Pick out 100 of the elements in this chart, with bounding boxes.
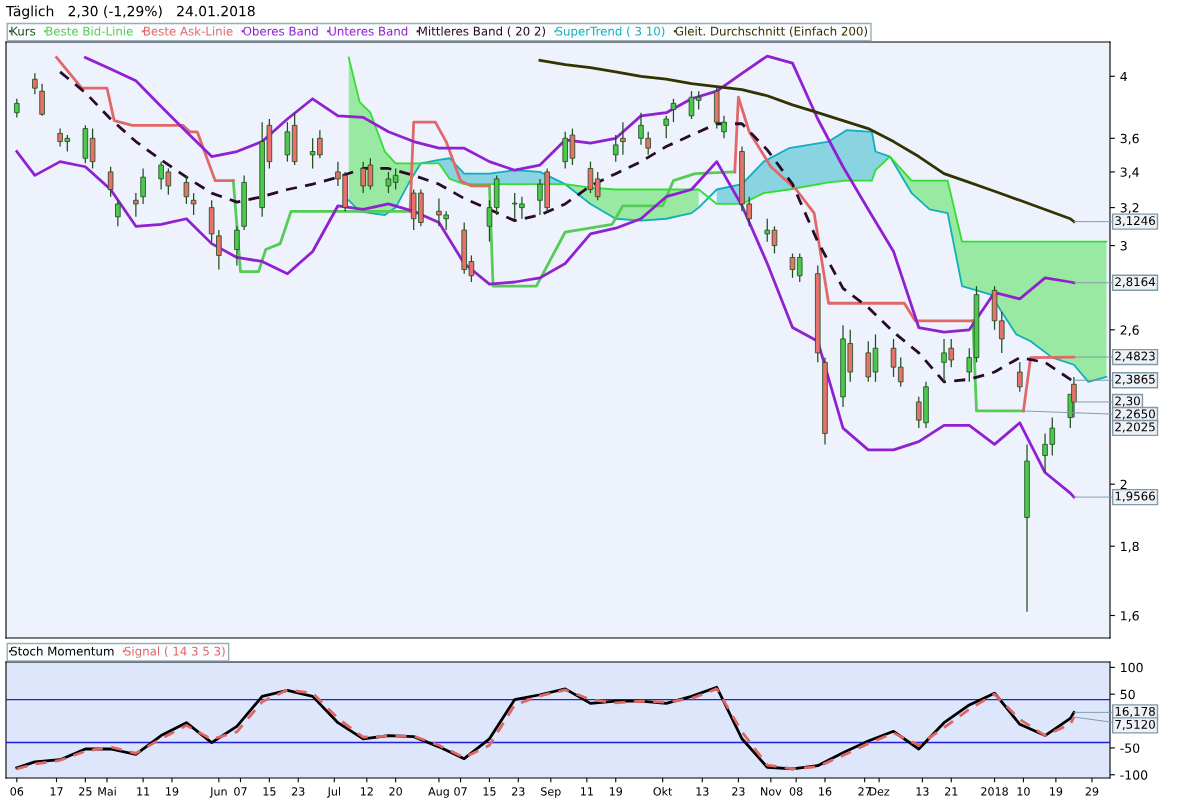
candlestick <box>190 192 197 216</box>
x-tick-label: 23 <box>732 787 745 796</box>
y-tick-label: 3,6 <box>1120 133 1139 145</box>
chart-title: Täglich 2,30 (-1,29%) 24.01.2018 <box>5 5 255 20</box>
x-tick-label: 13 <box>916 787 929 796</box>
x-tick-label: Jul <box>327 787 340 798</box>
y-tick-label: -100 <box>1120 770 1148 780</box>
annotation: 2,8164 <box>1115 277 1156 288</box>
y-tick-label: -50 <box>1120 743 1140 753</box>
x-tick-label: 23 <box>291 787 305 796</box>
legend-label: Unteres Band <box>329 26 408 36</box>
line-series <box>347 56 1108 243</box>
x-tick-label: 19 <box>609 787 623 796</box>
x-tick-label: 19 <box>1050 787 1063 796</box>
y-tick-label: 50 <box>1120 689 1135 700</box>
y-tick-label: 3,2 <box>1120 203 1139 214</box>
candlestick <box>133 192 139 218</box>
x-tick-label: 13 <box>696 787 709 796</box>
y-tick-label: 2,6 <box>1120 325 1139 336</box>
candlestick <box>89 127 96 170</box>
candlestick <box>695 90 702 111</box>
candlestick <box>612 134 619 163</box>
legend-label: Gleit. Durchschnitt (Einfach 200) <box>675 26 868 37</box>
candlestick <box>486 199 493 243</box>
annotation: 2,2650 <box>1115 409 1155 420</box>
legend-label: Beste Bid-Linie <box>46 26 133 36</box>
candlestick <box>670 98 677 123</box>
x-tick-label: 29 <box>1085 787 1099 796</box>
candlestick <box>115 199 121 227</box>
x-tick-label: 27 <box>858 787 871 796</box>
candlestick <box>1071 376 1077 419</box>
line-series <box>347 129 1108 383</box>
x-tick-label: 16 <box>819 787 832 796</box>
legend-label: Stoch Momentum <box>10 646 114 656</box>
line-series <box>15 150 1076 499</box>
candlestick <box>234 225 240 267</box>
annotation: 16,178 <box>1115 706 1155 718</box>
candlestick <box>1017 361 1023 393</box>
y-tick-label: 1,6 <box>1121 610 1139 622</box>
x-tick-label: 08 <box>789 787 803 796</box>
annotation: 2,30 <box>1115 396 1140 407</box>
candlestick <box>14 98 20 119</box>
legend-label: Mittleres Band ( 20 2) <box>418 26 546 37</box>
x-tick-label: 2018 <box>981 787 1008 796</box>
y-tick-label: 3 <box>1120 241 1127 251</box>
y-tick-label: 3,4 <box>1120 167 1139 179</box>
x-tick-label: Mai <box>98 787 116 796</box>
legend-label: Signal ( 14 3 5 3) <box>124 646 225 658</box>
legend-label: SuperTrend ( 3 10) <box>556 26 665 38</box>
candlestick <box>284 121 291 163</box>
candlestick <box>688 90 695 120</box>
x-tick-label: 25 <box>79 787 92 796</box>
candlestick <box>39 83 45 117</box>
candlestick <box>216 229 222 271</box>
annotation: 2,3865 <box>1115 374 1155 385</box>
candlestick <box>385 171 392 194</box>
x-tick-label: 20 <box>389 787 402 796</box>
y-tick-label: 2 <box>1120 479 1127 489</box>
candlestick <box>620 121 626 156</box>
legend-label: Oberes Band <box>243 26 318 36</box>
y-tick-label: 4 <box>1120 71 1127 82</box>
x-tick-label: Dez <box>869 787 890 796</box>
x-tick-label: 15 <box>483 787 496 796</box>
candlestick <box>183 174 190 205</box>
x-tick-label: Jun <box>209 787 227 798</box>
candlestick <box>392 167 399 191</box>
candlestick <box>32 72 38 95</box>
candlestick <box>140 167 146 205</box>
x-tick-label: 12 <box>360 787 373 796</box>
x-tick-label: 11 <box>581 787 593 796</box>
annotation: 7,5120 <box>1115 719 1155 731</box>
annotation: 3,1246 <box>1115 216 1155 227</box>
annotation: 1,9566 <box>1115 491 1155 502</box>
x-tick-label: 07 <box>234 787 247 796</box>
candlestick <box>587 161 594 194</box>
legend-label: Beste Ask-Linie <box>143 26 233 36</box>
x-tick-label: 15 <box>263 787 276 796</box>
x-tick-label: 11 <box>137 787 150 796</box>
y-tick-label: 1,8 <box>1121 541 1139 553</box>
x-tick-label: Nov <box>761 787 782 796</box>
y-tick-label: 100 <box>1121 662 1143 673</box>
line-series <box>538 58 1076 224</box>
candlestick <box>966 347 973 383</box>
candlestick <box>663 115 669 139</box>
x-tick-label: 17 <box>50 787 63 796</box>
line-series <box>83 54 1076 334</box>
x-tick-label: Sep <box>541 787 561 798</box>
x-tick-label: 23 <box>512 787 525 796</box>
x-tick-label: 07 <box>454 787 467 796</box>
x-tick-label: 19 <box>166 787 179 796</box>
legend-label: Kurs <box>11 26 36 36</box>
x-tick-label: 06 <box>10 787 24 796</box>
x-tick-label: Okt <box>653 787 673 796</box>
text: 2,2025 <box>1115 422 1155 433</box>
candlestick <box>107 166 114 198</box>
annotation: 2,4823 <box>1115 351 1155 362</box>
candlestick <box>594 171 601 201</box>
x-tick-label: 21 <box>945 787 958 796</box>
x-tick-label: 10 <box>1017 787 1030 796</box>
x-tick-label: Aug <box>428 787 449 798</box>
